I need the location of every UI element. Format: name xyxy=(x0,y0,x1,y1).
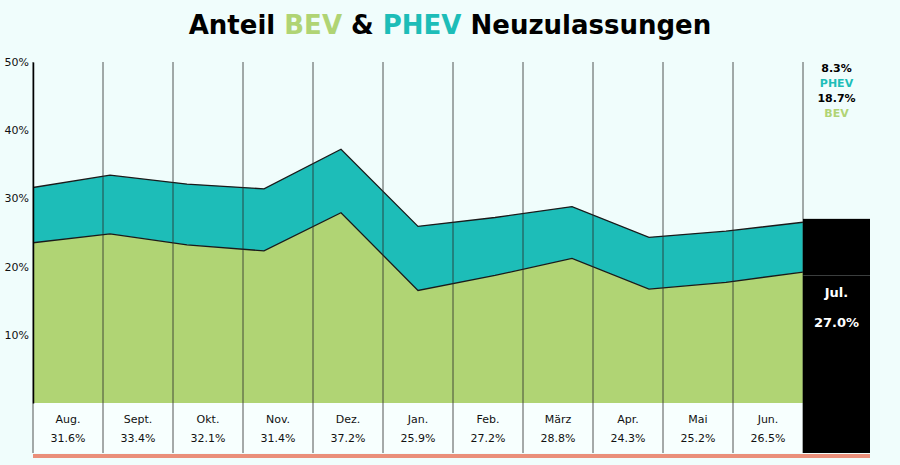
x-tick-label: Nov. xyxy=(266,413,290,426)
x-tick-label: Sept. xyxy=(124,413,153,426)
title-part: Neuzulassungen xyxy=(461,10,711,40)
column-divider xyxy=(593,62,594,453)
x-tick-label: Feb. xyxy=(477,413,500,426)
x-tick-label: Aug. xyxy=(56,413,81,426)
total-label: 26.5% xyxy=(751,432,786,445)
x-axis-highlight: Jul. xyxy=(824,285,849,300)
total-label: 37.2% xyxy=(331,432,366,445)
x-tick-label: Jun. xyxy=(757,413,779,426)
x-tick-label: Mai xyxy=(688,413,707,426)
background xyxy=(0,0,900,465)
y-tick-label: 10% xyxy=(5,329,29,342)
column-divider xyxy=(33,62,34,453)
x-tick: Mai xyxy=(688,413,707,426)
title-part: BEV xyxy=(284,10,342,40)
data-label: 8.3% xyxy=(821,62,852,75)
bar-bev xyxy=(803,275,870,403)
y-tick-label: 30% xyxy=(5,192,29,205)
y-tick-label: 40% xyxy=(5,124,29,137)
y-tick: 50% xyxy=(5,56,33,69)
total-label: 33.4% xyxy=(121,432,156,445)
x-tick: Okt. xyxy=(197,413,220,426)
data-label: 18.7% xyxy=(817,92,855,105)
title-part: & xyxy=(342,10,383,40)
x-tick-label: Okt. xyxy=(197,413,220,426)
area-phev xyxy=(33,149,803,290)
x-tick: Apr. xyxy=(617,413,639,426)
x-tick: Aug. xyxy=(56,413,81,426)
plot-area xyxy=(33,149,803,403)
total-label: 28.8% xyxy=(541,432,576,445)
chart-container: Aug. Sept. Okt. Nov. Dez. Jan. Feb. März Apr. Mai… xyxy=(0,0,900,465)
chart-svg: Aug. Sept. Okt. Nov. Dez. Jan. Feb. März Apr. Mai… xyxy=(0,0,900,465)
x-tick-label: Dez. xyxy=(336,413,361,426)
total-label: 27.2% xyxy=(471,432,506,445)
total-label: 27.0% xyxy=(814,315,859,330)
title: Anteil BEV & PHEV Neuzulassungen xyxy=(189,10,712,40)
legend-entry: BEV xyxy=(824,107,849,120)
total-label: 31.4% xyxy=(261,432,296,445)
line-bev xyxy=(33,213,803,291)
bar-base-cell xyxy=(803,403,870,453)
x-tick: Nov. xyxy=(266,413,290,426)
x-tick: Feb. xyxy=(477,413,500,426)
column-divider xyxy=(383,62,384,453)
title-part: Anteil xyxy=(189,10,285,40)
y-tick-label: 50% xyxy=(5,56,29,69)
x-tick-label: März xyxy=(545,413,572,426)
x-tick-label: Jul. xyxy=(824,285,849,300)
data-labels: 8.3% PHEV 18.7% BEV xyxy=(817,62,855,120)
bar-area xyxy=(803,219,870,403)
y-tick: 20% xyxy=(5,261,33,274)
total-labels: 31.6% 33.4% 32.1% 31.4% 37.2% 25.9% 27.2% 28.8%… xyxy=(51,432,786,445)
column-divider xyxy=(453,62,454,453)
total-label: 32.1% xyxy=(191,432,226,445)
x-tick: März xyxy=(545,413,572,426)
x-tick: Sept. xyxy=(124,413,153,426)
column-divider xyxy=(313,62,314,453)
bottom-accent xyxy=(33,454,870,458)
y-axis: 10% 20% 30% 40% 50% xyxy=(5,56,34,403)
bar-phev xyxy=(803,219,870,276)
x-tick-label: Jan. xyxy=(407,413,428,426)
label-row xyxy=(33,403,870,453)
column-divider xyxy=(663,62,664,453)
x-tick: Jan. xyxy=(407,413,428,426)
x-tick: Jun. xyxy=(757,413,779,426)
y-tick-label: 20% xyxy=(5,261,29,274)
y-tick: 30% xyxy=(5,192,33,205)
column-divider xyxy=(733,62,734,453)
column-dividers xyxy=(33,62,803,453)
column-divider xyxy=(523,62,524,453)
column-divider xyxy=(173,62,174,453)
y-tick: 40% xyxy=(5,124,33,137)
legend-entry: PHEV xyxy=(820,77,854,90)
x-tick: Jul. xyxy=(824,285,849,300)
x-axis: Aug. Sept. Okt. Nov. Dez. Jan. Feb. März Apr. Mai… xyxy=(56,413,779,426)
column-divider xyxy=(103,62,104,453)
total-label: 25.2% xyxy=(681,432,716,445)
title-part: PHEV xyxy=(383,10,462,40)
y-tick: 10% xyxy=(5,329,33,342)
column-divider xyxy=(243,62,244,453)
total-label: 25.9% xyxy=(401,432,436,445)
x-tick-label: Apr. xyxy=(617,413,639,426)
x-tick: Dez. xyxy=(336,413,361,426)
total-label: 31.6% xyxy=(51,432,86,445)
total-label: 24.3% xyxy=(611,432,646,445)
line-phev xyxy=(33,149,803,237)
y-axis-line xyxy=(33,63,35,404)
